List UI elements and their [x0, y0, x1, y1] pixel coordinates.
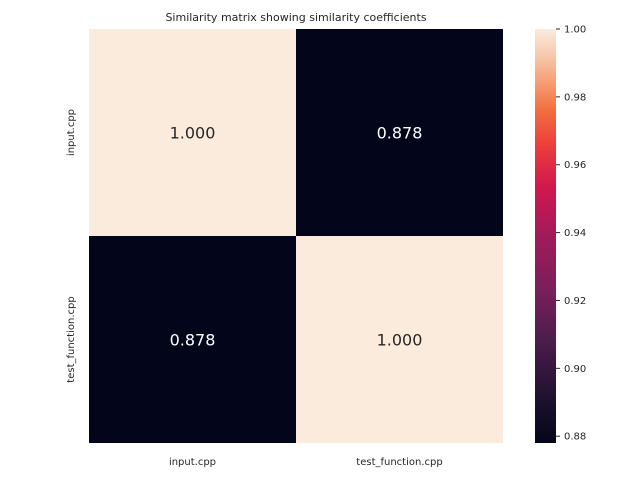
x-tick-label: input.cpp: [169, 457, 216, 468]
heatmap-cells: [89, 29, 503, 443]
cell-value-label: 0.878: [170, 331, 216, 350]
colorbar-tick-label: 0.90: [564, 364, 586, 375]
heatmap-cell-r0-c0: [89, 29, 296, 236]
x-tick-label: test_function.cpp: [356, 457, 442, 468]
colorbar-tick-label: 0.96: [564, 160, 586, 171]
cell-labels: 1.000 0.878 0.878 1.000: [170, 124, 423, 350]
y-tick-label: input.cpp: [66, 109, 77, 156]
heatmap-cell-r1-c0: [89, 236, 296, 443]
y-tick-label: test_function.cpp: [66, 296, 77, 382]
x-axis-tick-labels: input.cpp test_function.cpp: [169, 457, 443, 468]
cell-value-label: 0.878: [377, 124, 423, 143]
colorbar-tick-label: 0.94: [564, 228, 586, 239]
colorbar-tick-label: 0.92: [564, 296, 586, 307]
chart-title: Similarity matrix showing similarity coe…: [165, 11, 426, 24]
colorbar-tick-label: 0.88: [564, 432, 586, 443]
colorbar-tick-label: 1.00: [564, 25, 586, 36]
colorbar-ticks: 1.00 0.98 0.96 0.94 0.92 0.90 0.88: [556, 25, 586, 443]
cell-value-label: 1.000: [377, 331, 423, 350]
colorbar-tick-label: 0.98: [564, 92, 586, 103]
heatmap-cell-r1-c1: [296, 236, 503, 443]
heatmap-cell-r0-c1: [296, 29, 503, 236]
cell-value-label: 1.000: [170, 124, 216, 143]
colorbar: [535, 29, 556, 443]
y-axis-tick-labels: input.cpp test_function.cpp: [66, 109, 77, 383]
